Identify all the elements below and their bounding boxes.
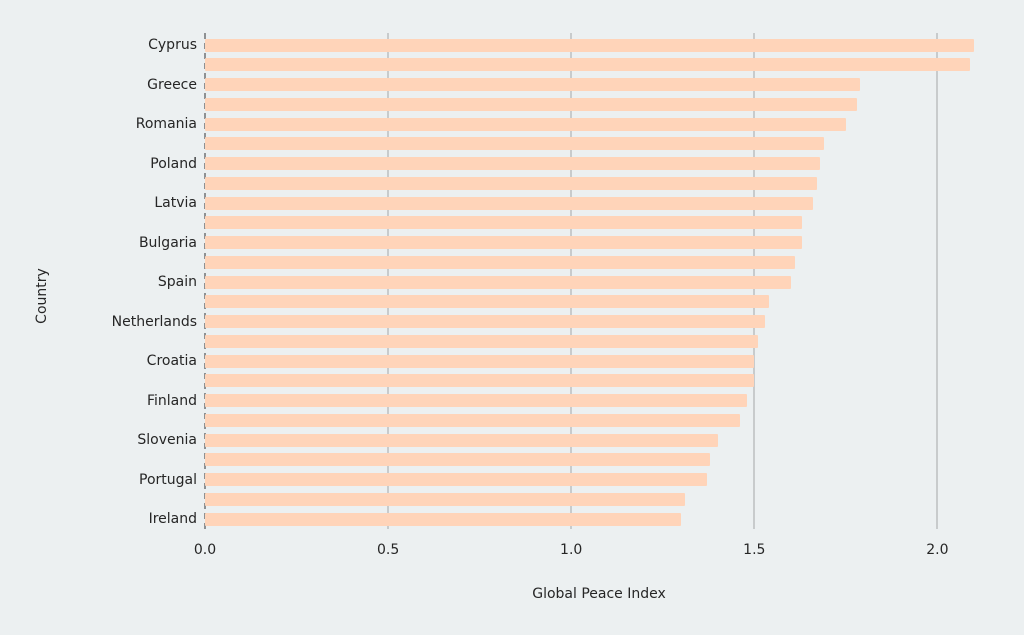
x-tick-label: 0.5 [376,542,400,558]
bar [205,394,747,407]
y-tick-label: Cyprus [148,37,197,53]
x-tick-label: 1.5 [743,542,766,558]
y-tick-label: Ireland [148,511,197,527]
bar [205,334,758,348]
x-tick-label: 0.0 [193,542,217,558]
bar [205,295,769,309]
bar [205,433,718,447]
x-tick-label: 2.0 [926,542,949,558]
x-tick-label: 1.0 [560,542,583,558]
y-tick-label: Bulgaria [138,234,197,251]
y-tick-label: Greece [147,76,197,93]
bar [205,512,682,526]
bar [205,315,766,328]
bar [205,176,817,190]
bar [205,38,975,52]
bar [205,117,846,131]
y-tick-label: Finland [146,392,197,409]
bar [205,492,685,506]
bar [205,255,795,269]
bar [205,236,802,249]
y-tick-label: Slovenia [137,432,197,448]
gridline [936,33,939,529]
y-tick-label: Netherlands [111,313,197,330]
bar [205,58,971,72]
y-tick-label: Croatia [146,353,197,369]
x-axis-title: Global Peace Index [532,586,666,602]
y-tick-label: Spain [157,274,197,290]
bar [205,275,791,289]
bar [205,473,707,486]
bar [205,97,857,111]
y-tick-label: Poland [150,155,197,172]
bar [205,216,802,230]
bar [205,374,755,388]
bar [205,196,813,210]
y-tick-label: Latvia [154,195,197,211]
y-axis-title: Country [34,268,50,324]
bar [205,413,740,427]
bar [205,157,821,170]
bar [205,453,711,467]
y-tick-label: Romania [135,116,197,132]
y-tick-label: Portugal [139,471,197,488]
bar [205,78,861,91]
bar [205,354,755,368]
bar [205,137,824,151]
